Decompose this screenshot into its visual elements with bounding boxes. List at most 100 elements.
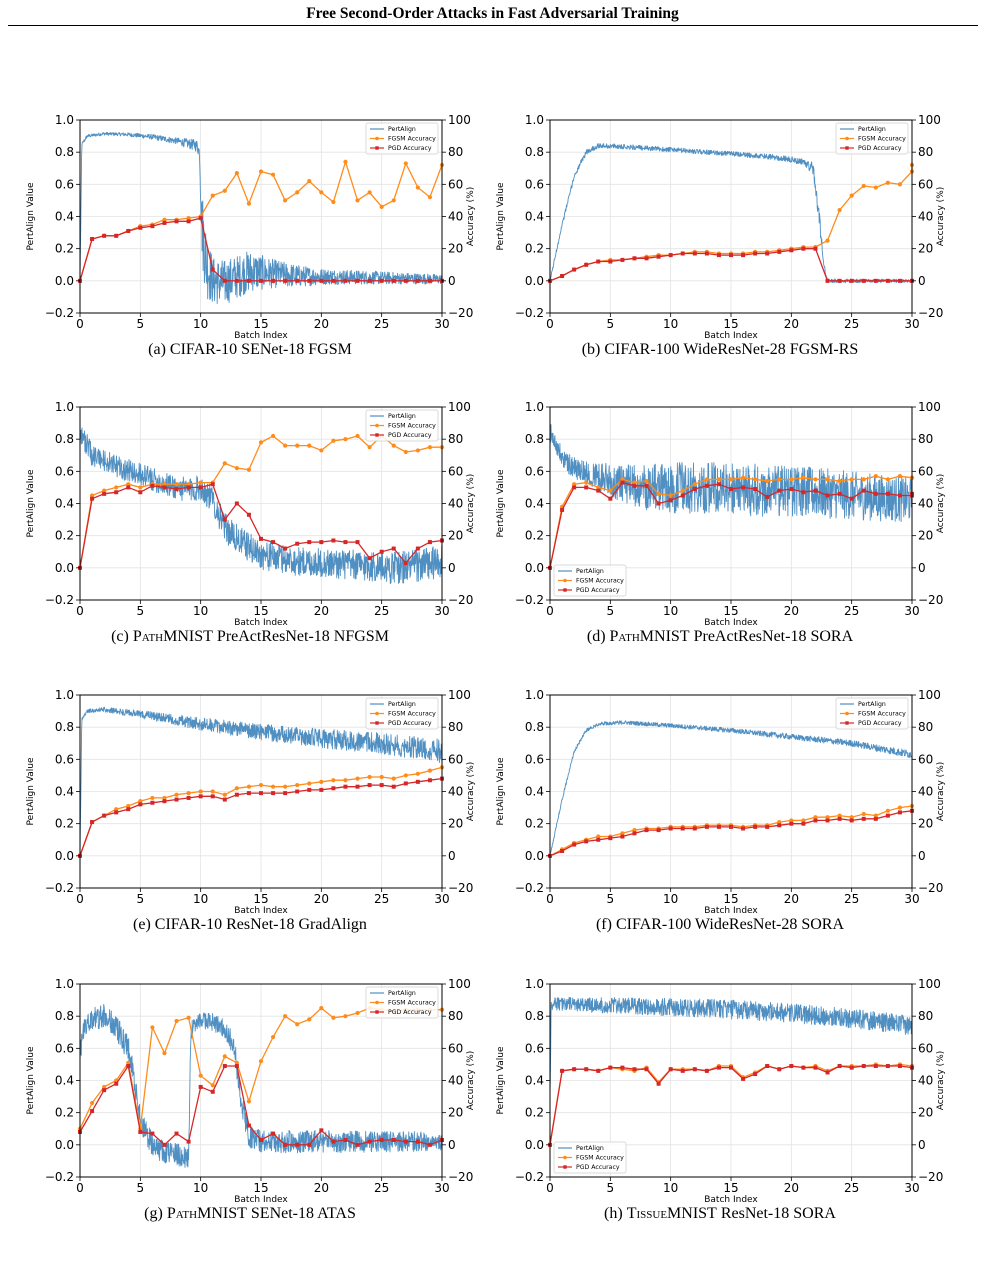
legend-entry-pgd-accuracy: PGD Accuracy	[576, 1164, 620, 1171]
legend-entry-pertalign: PertAlign	[388, 413, 416, 420]
y2-tick-label: 80	[918, 145, 933, 159]
pgd-accuracy-point	[174, 219, 179, 224]
caption-rest: ResNet-18 SORA	[716, 1205, 836, 1222]
y-tick-label: 0.2	[525, 1106, 544, 1120]
pgd-accuracy-point	[186, 485, 191, 490]
y-tick-label: 0.4	[55, 1074, 74, 1088]
fgsm-accuracy-point	[162, 217, 167, 222]
y2-tick-label: −20	[448, 306, 473, 320]
fgsm-accuracy-point	[198, 480, 203, 485]
x-tick-label: 10	[193, 892, 208, 906]
legend-entry-fgsm-accuracy: FGSM Accuracy	[858, 711, 906, 718]
legend-swatch-marker	[375, 721, 379, 725]
y2-tick-label: 60	[918, 752, 933, 766]
y-tick-label: 0.8	[525, 1009, 544, 1023]
pgd-accuracy-point	[343, 784, 348, 789]
pgd-accuracy-point	[741, 1076, 746, 1081]
pgd-accuracy-point	[632, 256, 637, 261]
y-tick-label: −0.2	[45, 306, 74, 320]
y2-tick-label: 60	[448, 752, 463, 766]
y2-tick-label: 20	[918, 529, 933, 543]
legend-box	[835, 697, 909, 730]
fgsm-accuracy-point	[379, 774, 384, 780]
pgd-accuracy-point	[126, 228, 131, 233]
fgsm-accuracy-point	[295, 782, 300, 788]
y2-tick-label: 20	[448, 242, 463, 256]
y2-tick-label: −20	[448, 881, 473, 895]
fgsm-accuracy-point	[126, 803, 131, 809]
y-tick-label: 0.8	[55, 432, 74, 446]
pgd-accuracy-point	[668, 1067, 673, 1072]
x-tick-label: 25	[374, 604, 389, 618]
y-axis-label: PertAlign Value	[496, 469, 506, 537]
y2-tick-label: 100	[918, 688, 941, 702]
y-tick-label: 0.6	[525, 752, 544, 766]
pgd-accuracy-point	[837, 278, 842, 283]
pgd-accuracy-point	[114, 810, 119, 815]
x-tick-label: 25	[844, 1181, 859, 1195]
fgsm-accuracy-point	[668, 493, 673, 498]
y-axis-label: PertAlign Value	[26, 1046, 36, 1114]
x-tick-label: 0	[546, 604, 554, 618]
pgd-accuracy-point	[813, 246, 818, 251]
pgd-accuracy-point	[825, 493, 830, 498]
y2-tick-label: −20	[918, 881, 943, 895]
fgsm-accuracy-point	[777, 477, 782, 482]
pgd-accuracy-point	[427, 540, 432, 545]
pgd-accuracy-point	[295, 278, 300, 283]
y-tick-label: 0.6	[55, 464, 74, 478]
pgd-accuracy-point	[222, 278, 227, 283]
pgd-accuracy-point	[283, 791, 288, 796]
pgd-accuracy-point	[849, 496, 854, 501]
x-axis-label: Batch Index	[234, 906, 288, 915]
pertalign-series-line	[79, 131, 443, 304]
y2-tick-label: −20	[918, 1170, 943, 1184]
page-title: Free Second-Order Attacks in Fast Advers…	[306, 5, 679, 22]
fgsm-accuracy-point	[102, 488, 107, 493]
pgd-accuracy-point	[704, 824, 709, 829]
chart-panel-b: 0 5 10 15 20 25 30 −0.2 0.0 0.2 0.4 0.6 0.8 1.0 −20 0 20…	[490, 108, 950, 398]
fgsm-accuracy-point	[403, 161, 408, 166]
y-axis-label: PertAlign Value	[26, 469, 36, 537]
y2-tick-label: 0	[448, 274, 456, 288]
pgd-accuracy-point	[837, 816, 842, 821]
fgsm-accuracy-point	[186, 1015, 191, 1020]
x-tick-label: 30	[434, 604, 449, 618]
x-axis-label: Batch Index	[234, 618, 288, 627]
pgd-accuracy-point	[331, 1139, 336, 1144]
fgsm-accuracy-point	[415, 185, 420, 190]
legend-swatch-marker	[375, 433, 379, 437]
y-tick-label: 1.0	[525, 400, 544, 414]
y-tick-label: 0.0	[525, 1138, 544, 1152]
fgsm-accuracy-point	[403, 773, 408, 778]
fgsm-accuracy-point	[355, 433, 360, 439]
x-tick-label: 5	[607, 892, 615, 906]
chart-caption-c: (c) PathMNIST PreActResNet-18 NFGSM	[20, 628, 480, 646]
pgd-accuracy-point	[174, 1131, 179, 1136]
pgd-accuracy-point	[620, 834, 625, 839]
pgd-accuracy-point	[729, 824, 733, 829]
pgd-accuracy-point	[873, 816, 878, 821]
fgsm-accuracy-point	[246, 201, 252, 206]
pgd-accuracy-point	[403, 278, 408, 283]
y-tick-label: 0.8	[525, 145, 544, 159]
x-tick-label: 0	[546, 892, 554, 906]
x-tick-label: 5	[607, 604, 615, 618]
chart-panel-d: 0 5 10 15 20 25 30 −0.2 0.0 0.2 0.4 0.6 0.8 1.0 −20 0 20…	[490, 395, 950, 685]
fgsm-accuracy-point	[222, 188, 227, 193]
y-tick-label: 0.0	[525, 849, 544, 863]
fgsm-accuracy-point	[283, 198, 288, 203]
y-tick-label: 0.8	[525, 432, 544, 446]
pgd-accuracy-point	[560, 274, 565, 279]
y2-tick-label: 80	[918, 1009, 933, 1023]
chart-panel-a: 0 5 10 15 20 25 30 −0.2 0.0 0.2 0.4 0.6 0.8 1.0 −20 0 20…	[20, 108, 480, 398]
chart-panel-c: 0 5 10 15 20 25 30 −0.2 0.0 0.2 0.4 0.6 0.8 1.0 −20 0 20…	[20, 395, 480, 685]
pgd-accuracy-point	[222, 1064, 227, 1069]
legend-swatch-marker	[375, 1010, 379, 1014]
fgsm-accuracy-point	[861, 183, 866, 189]
y2-tick-label: 20	[448, 817, 463, 831]
pgd-accuracy-point	[885, 491, 890, 496]
y-tick-label: 0.4	[525, 497, 544, 511]
y-tick-label: 0.0	[525, 561, 544, 575]
fgsm-accuracy-point	[307, 1017, 312, 1022]
